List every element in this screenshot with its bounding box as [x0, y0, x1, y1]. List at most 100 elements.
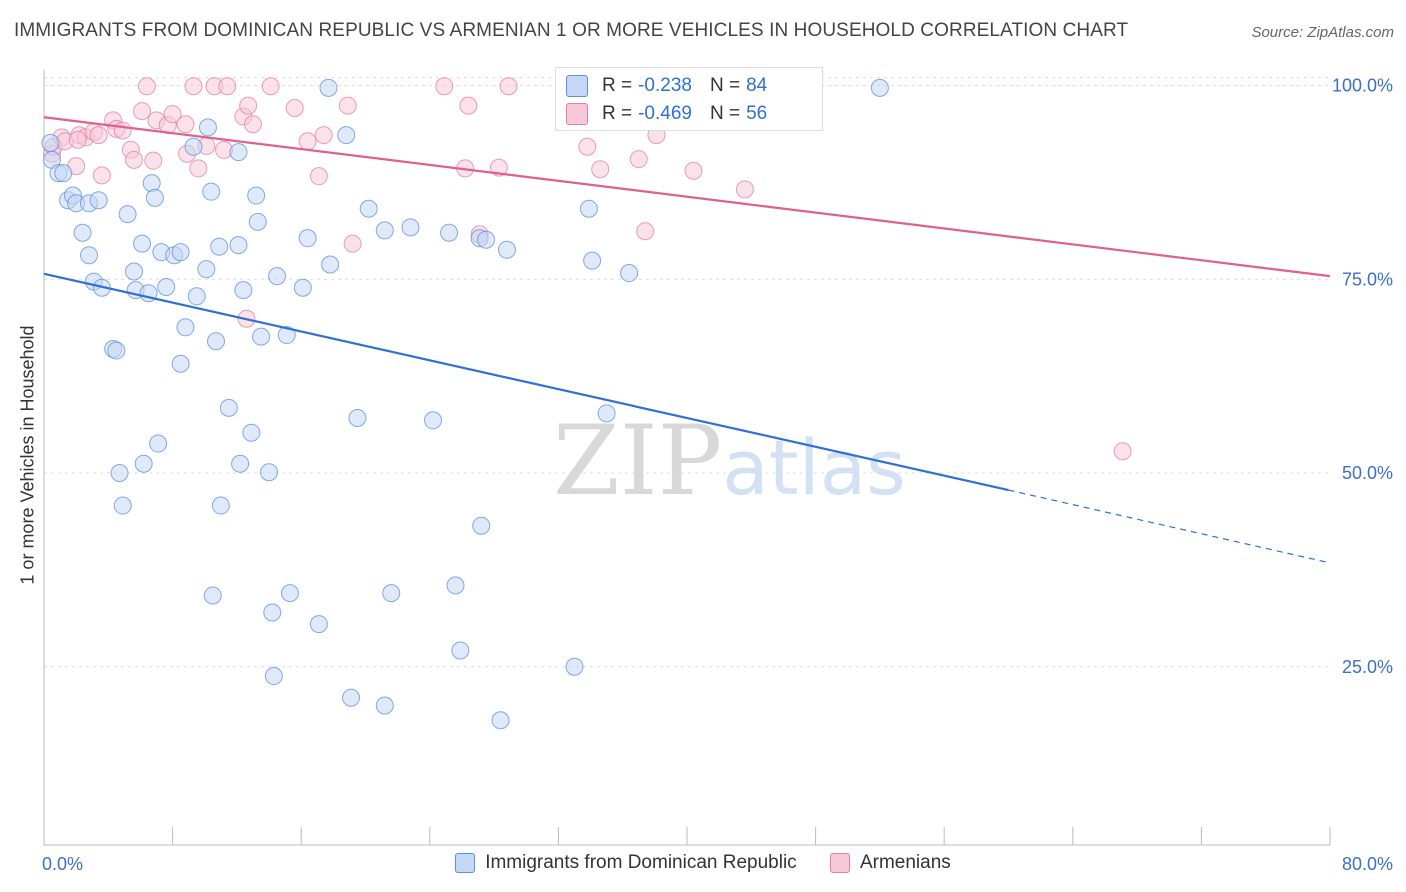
y-axis-label: 1 or more Vehicles in Household	[17, 325, 38, 585]
armenians-points	[43, 77, 1132, 461]
point-armenian	[343, 234, 362, 253]
chart-title: IMMIGRANTS FROM DOMINICAN REPUBLIC VS AR…	[14, 20, 1129, 41]
point-dominican	[337, 126, 356, 145]
point-dominican	[125, 262, 144, 281]
point-dominican	[229, 143, 248, 162]
stats-n-value-blue: 84	[746, 75, 768, 96]
trend-line-solid	[43, 272, 1009, 492]
point-dominican	[231, 454, 250, 473]
point-dominican	[202, 182, 221, 201]
point-dominican	[477, 230, 496, 249]
stats-n-label-pink: N =	[709, 103, 741, 124]
legend-swatch-dominican	[455, 853, 476, 873]
stats-row-blue: R = -0.238 N = 84	[566, 73, 767, 99]
point-armenian	[459, 96, 478, 115]
point-dominican	[54, 164, 73, 183]
point-dominican	[451, 641, 470, 660]
axes	[43, 70, 1331, 846]
point-dominican	[342, 688, 361, 707]
point-armenian	[89, 126, 108, 145]
stats-r-value-blue: -0.238	[638, 75, 692, 96]
point-armenian	[285, 98, 304, 117]
point-dominican	[446, 576, 465, 595]
point-armenian	[338, 96, 357, 115]
point-dominican	[73, 223, 92, 242]
point-dominican	[198, 118, 217, 137]
point-dominican	[229, 236, 248, 255]
point-dominican	[620, 264, 639, 283]
stats-r-label-blue: R =	[602, 75, 633, 96]
point-armenian	[735, 180, 754, 199]
point-dominican	[110, 464, 129, 482]
legend-item-armenians[interactable]: Armenians	[829, 852, 951, 874]
source-label: Source: ZipAtlas.com	[1251, 24, 1394, 41]
watermark-atlas: atlas	[722, 423, 906, 512]
point-armenian	[591, 160, 610, 179]
y-tick-label: 75.0%	[1342, 269, 1393, 289]
point-dominican	[565, 657, 584, 676]
point-armenian	[1113, 442, 1132, 461]
point-dominican	[113, 496, 132, 515]
grid-lines	[44, 77, 1330, 668]
point-dominican	[41, 133, 60, 152]
point-armenian	[113, 121, 132, 140]
watermark: ZIPatlas	[553, 405, 906, 517]
trend-lines	[43, 116, 1331, 564]
y-tick-label: 50.0%	[1342, 463, 1393, 483]
point-dominican	[203, 586, 222, 605]
point-dominican	[219, 398, 238, 417]
trend-line-solid	[43, 116, 1331, 278]
point-armenian	[133, 102, 152, 121]
point-dominican	[264, 667, 283, 686]
point-armenian	[239, 96, 258, 115]
point-dominican	[319, 78, 338, 97]
stats-swatch-blue	[566, 75, 588, 97]
point-armenian	[499, 77, 518, 96]
trend-line-dashed	[1008, 489, 1331, 564]
point-dominican	[321, 255, 340, 274]
point-armenian	[629, 150, 648, 169]
x-tick-label: 80.0%	[1342, 854, 1393, 874]
point-dominican	[197, 260, 216, 279]
watermark-zip: ZIP	[553, 405, 723, 517]
stats-row-pink: R = -0.469 N = 56	[566, 101, 767, 127]
point-dominican	[263, 603, 282, 622]
point-dominican	[293, 278, 312, 297]
point-armenian	[184, 77, 203, 96]
point-dominican	[133, 234, 152, 253]
stats-swatch-pink	[566, 103, 588, 125]
point-dominican	[171, 243, 190, 262]
point-dominican	[579, 199, 598, 218]
point-armenian	[189, 159, 208, 178]
point-dominican	[248, 212, 267, 231]
bottom-legend: Immigrants from Dominican Republic Armen…	[0, 852, 1406, 879]
dominican-points	[41, 78, 889, 730]
legend-item-dominican[interactable]: Immigrants from Dominican Republic	[455, 852, 797, 874]
point-dominican	[142, 174, 161, 193]
point-armenian	[243, 115, 262, 134]
point-dominican	[280, 584, 299, 603]
point-armenian	[314, 126, 333, 145]
point-dominican	[260, 463, 279, 482]
point-dominican	[440, 223, 459, 242]
point-dominican	[359, 199, 378, 218]
point-dominican	[309, 615, 328, 634]
point-dominican	[80, 246, 99, 265]
point-dominican	[187, 287, 206, 306]
point-dominican	[472, 516, 491, 535]
point-armenian	[261, 77, 280, 96]
y-tick-label: 100.0%	[1332, 76, 1393, 96]
point-dominican	[145, 188, 164, 207]
legend-swatch-armenians	[829, 853, 850, 873]
stats-n-label-blue: N =	[709, 75, 741, 96]
stats-legend: R = -0.238 N = 84 R = -0.469 N = 56	[555, 67, 823, 131]
point-dominican	[277, 326, 296, 345]
point-dominican	[176, 318, 195, 337]
stats-n-value-pink: 56	[746, 103, 768, 124]
point-dominican	[268, 267, 287, 286]
point-dominican	[583, 251, 602, 270]
point-dominican	[118, 205, 137, 224]
point-dominican	[497, 240, 516, 259]
point-dominican	[242, 423, 261, 442]
point-armenian	[125, 150, 144, 169]
